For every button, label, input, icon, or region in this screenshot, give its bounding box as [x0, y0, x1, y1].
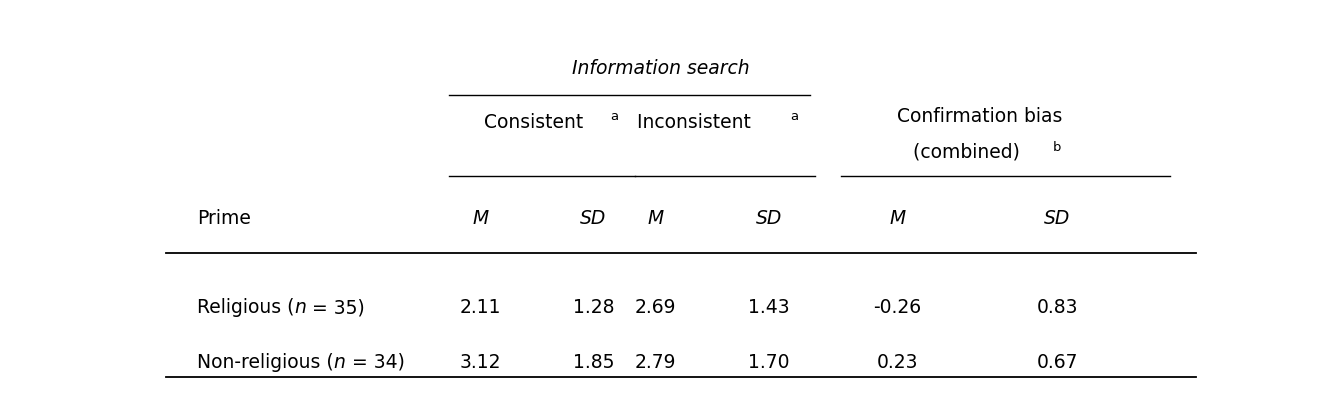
Text: b: b — [1053, 140, 1062, 153]
Text: 1.43: 1.43 — [748, 298, 789, 316]
Text: 0.23: 0.23 — [877, 352, 918, 370]
Text: Information search: Information search — [571, 59, 750, 78]
Text: SD: SD — [755, 209, 781, 228]
Text: SD: SD — [1043, 209, 1070, 228]
Text: Consistent: Consistent — [484, 113, 590, 132]
Text: Inconsistent: Inconsistent — [637, 113, 756, 132]
Text: M: M — [647, 209, 663, 228]
Text: 1.28: 1.28 — [573, 298, 614, 316]
Text: Prime: Prime — [197, 209, 251, 228]
Text: Religious (: Religious ( — [197, 298, 295, 316]
Text: -0.26: -0.26 — [873, 298, 921, 316]
Text: SD: SD — [581, 209, 607, 228]
Text: Confirmation bias: Confirmation bias — [897, 107, 1062, 126]
Text: 2.69: 2.69 — [635, 298, 676, 316]
Text: 0.83: 0.83 — [1037, 298, 1078, 316]
Text: 3.12: 3.12 — [460, 352, 501, 370]
Text: 0.67: 0.67 — [1037, 352, 1078, 370]
Text: 1.70: 1.70 — [748, 352, 789, 370]
Text: 2.79: 2.79 — [635, 352, 676, 370]
Text: = 34): = 34) — [346, 352, 404, 370]
Text: (combined): (combined) — [913, 142, 1026, 161]
Text: a: a — [791, 110, 799, 123]
Text: 1.85: 1.85 — [573, 352, 614, 370]
Text: = 35): = 35) — [307, 298, 365, 316]
Text: M: M — [472, 209, 488, 228]
Text: 2.11: 2.11 — [460, 298, 501, 316]
Text: Non-religious (: Non-religious ( — [197, 352, 334, 370]
Text: a: a — [610, 110, 618, 123]
Text: n: n — [295, 298, 307, 316]
Text: n: n — [334, 352, 346, 370]
Text: M: M — [889, 209, 905, 228]
